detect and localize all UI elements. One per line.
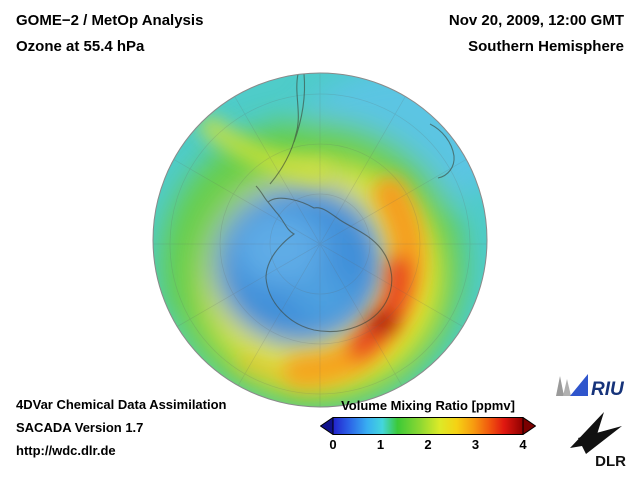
south-america-coast-east	[293, 73, 306, 143]
globe-svg	[152, 72, 488, 408]
graticule-grid	[153, 74, 487, 407]
ozone-globe-map	[152, 72, 488, 408]
title-line1: GOME−2 / MetOp Analysis	[16, 12, 204, 29]
credit-line-version: SACADA Version 1.7	[16, 420, 144, 435]
colorbar-left-arrow	[320, 417, 334, 435]
riu-sail-icon	[570, 374, 588, 396]
colorbar-gradient-bar	[320, 417, 536, 435]
africa-coast	[387, 77, 415, 87]
australia-coast	[429, 123, 455, 179]
coastlines	[255, 73, 455, 333]
cathedral-spire-icon	[563, 379, 571, 396]
colorbar-tick-1: 1	[376, 437, 385, 452]
riu-logo-svg: RIU	[556, 374, 625, 400]
colorbar-rect	[332, 417, 524, 435]
colorbar: Volume Mixing Ratio [ppmv]	[320, 398, 536, 453]
date-line: Nov 20, 2009, 12:00 GMT	[448, 12, 624, 29]
dlr-logo-svg: DLR	[570, 412, 626, 470]
dlr-bird-icon	[578, 426, 622, 454]
riu-logo: RIU	[554, 370, 628, 405]
colorbar-tick-4: 4	[519, 437, 527, 452]
credit-line-url: http://wdc.dlr.de	[16, 443, 116, 458]
south-america-coast	[269, 73, 299, 185]
colorbar-label: Volume Mixing Ratio [ppmv]	[341, 398, 515, 413]
globe-color-field	[153, 73, 487, 407]
riu-logo-text: RIU	[591, 379, 625, 400]
antarctica-outline	[255, 185, 393, 333]
colorbar-ticks: 0 1 2 3 4	[329, 437, 527, 453]
cathedral-spire-icon	[556, 376, 564, 396]
colorbar-tick-2: 2	[424, 437, 432, 452]
colorbar-right-arrow	[522, 417, 536, 435]
dlr-logo: DLR	[564, 408, 628, 473]
dlr-logo-text: DLR	[595, 453, 626, 468]
colorbar-tick-3: 3	[471, 437, 480, 452]
title-line2: Ozone at 55.4 hPa	[16, 38, 145, 55]
red-ozone-maximum	[347, 255, 412, 359]
globe-rim	[152, 72, 488, 408]
colorbar-tick-0: 0	[329, 437, 337, 452]
region-line: Southern Hemisphere	[468, 38, 624, 55]
credit-line-assimilation: 4DVar Chemical Data Assimilation	[16, 397, 227, 412]
